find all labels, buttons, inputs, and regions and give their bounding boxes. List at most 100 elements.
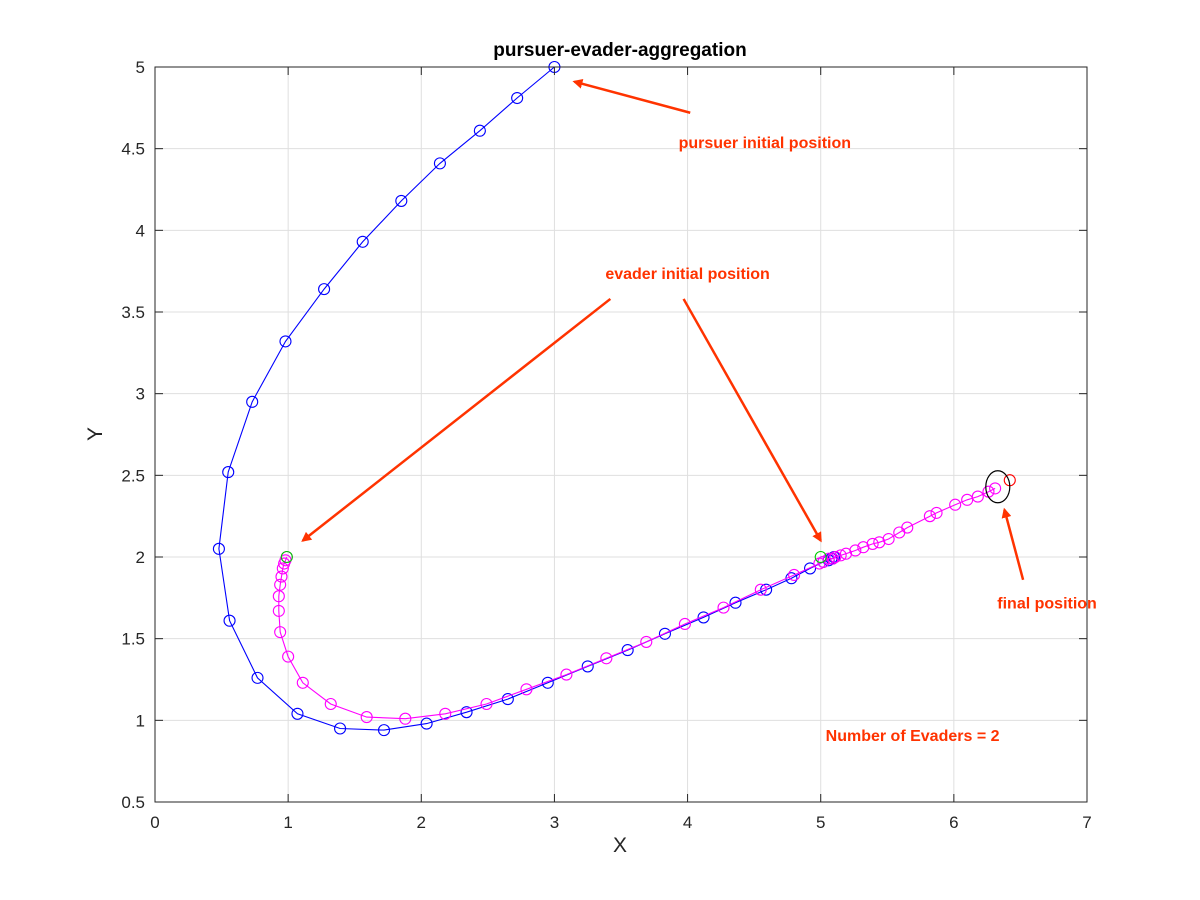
series-2-point [274,578,287,591]
series-2-point [971,490,984,503]
annotation-arrow [1001,507,1025,581]
series-2-point [272,590,285,603]
evader-start-marker [814,550,827,564]
special-markers [280,470,1016,564]
series-2-point [276,562,289,575]
annotation-arrow [682,298,822,543]
series-2-point [678,617,691,631]
series-2-point [826,552,839,565]
series-1-point [251,671,264,684]
annotation-label: Number of Evaders = 2 [826,728,1000,745]
annotation-arrow [572,78,691,114]
annotation-label: evader initial position [605,266,769,283]
series-2-point [439,707,452,720]
y-tick-label: 3 [136,385,145,404]
series-2-point [272,604,285,617]
series-2-point [949,498,962,511]
series-1-point [541,676,554,689]
series-1-point [804,562,817,575]
series-1-point [222,466,235,479]
final-pursuer-marker [985,470,1011,504]
series-1-point [729,596,742,609]
annotation-arrow [301,297,612,542]
series-2-line [278,487,996,720]
plot-area [155,67,1087,802]
series-2-point [560,668,573,681]
axes-frame [154,66,1088,803]
series-2-point [961,493,974,506]
series-2-point [989,482,1002,495]
series-1-point [658,627,671,640]
x-tick-label: 4 [683,813,692,832]
series-layer [212,60,1002,737]
series-2-point [882,532,895,546]
y-axis-label: Y [84,427,107,441]
series-1-point [697,611,710,624]
series-2-point [640,635,653,648]
series-2-point [923,510,936,523]
series-2-point [849,544,862,557]
series-1-point [420,717,433,730]
series-1-point [212,542,225,555]
series-1-point [246,395,259,408]
series-1-point [501,693,514,706]
series-2-point [275,570,288,583]
series-2-point [901,521,914,534]
series-2-point [480,697,493,711]
y-tick-label: 4 [136,221,145,240]
annotations: pursuer initial position evader initial p… [301,78,1097,745]
series-2-point [822,552,835,565]
series-1-point [223,614,236,627]
y-tick-label: 2 [136,548,145,567]
y-tick-label: 4.5 [121,140,145,159]
annotation-label: pursuer initial position [679,135,851,152]
x-tick-label: 3 [550,813,559,832]
series-2-point [282,650,295,663]
annotation-label: final position [997,596,1097,613]
series-1-point [356,235,369,248]
series-2-point [600,652,613,665]
x-tick-label: 0 [150,813,159,832]
series-1-point [318,283,331,296]
axis-ticks: 0 1 2 3 4 5 6 7 0.5 1 1.5 2 2.5 3 3.5 4 4.5 5 [121,58,1091,832]
y-tick-label: 1.5 [121,630,145,649]
series-2-point [866,537,879,550]
x-axis-label: X [613,834,627,857]
series-1-point [377,724,391,737]
x-tick-label: 7 [1082,813,1091,832]
chart-title: pursuer-evader-aggregation [493,40,746,61]
series-2-point [788,568,801,582]
series-2-point [278,557,291,570]
series-2 [272,482,1002,725]
y-tick-label: 1 [136,711,145,730]
series-1-point [621,644,634,657]
evader-start-marker [280,550,293,564]
y-tick-label: 2.5 [121,466,145,485]
x-tick-label: 2 [417,813,426,832]
series-1-point [334,722,347,735]
series-2-point [834,549,847,562]
x-tick-label: 6 [949,813,958,832]
series-1-line [218,66,835,731]
series-1-point [581,660,594,673]
series-2-point [399,712,412,725]
series-1-point [291,707,304,720]
series-1-point [279,335,292,348]
series-2-point [296,676,309,689]
series-2-point [274,626,287,639]
series-1-point [511,91,524,105]
series-2-point [829,550,842,564]
y-tick-label: 3.5 [121,303,145,322]
x-tick-label: 1 [283,813,292,832]
y-tick-label: 5 [136,58,145,77]
x-tick-label: 5 [816,813,825,832]
series-2-point [754,583,767,596]
series-2-point [360,711,373,724]
series-1-point [473,124,486,137]
series-2-point [520,683,533,696]
series-2-point [930,506,943,519]
series-2-point [717,601,730,614]
series-1-point [460,706,473,719]
series-1-point [395,194,408,207]
